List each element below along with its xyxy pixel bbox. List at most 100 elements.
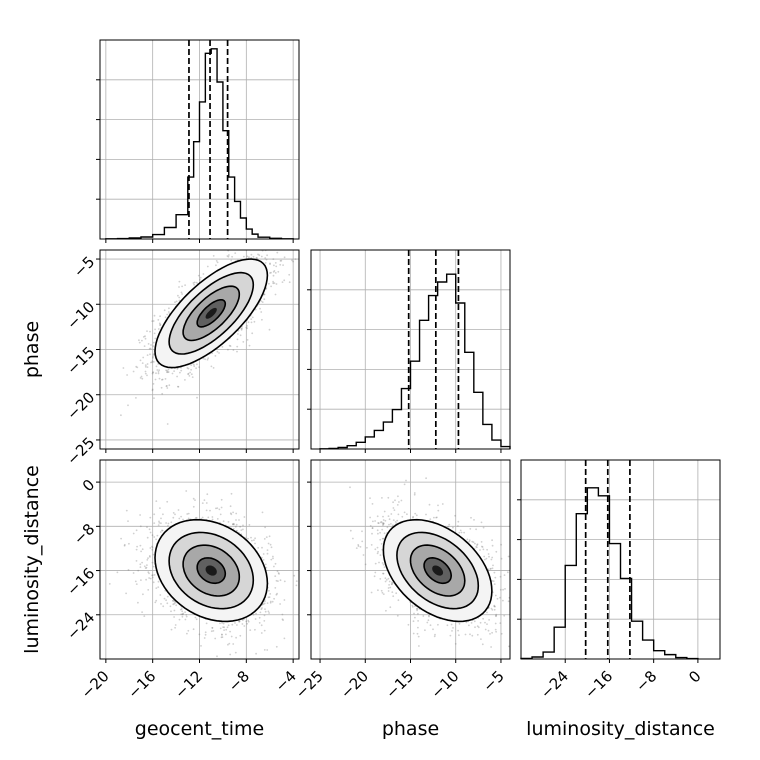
sample-point xyxy=(266,649,269,651)
sample-point xyxy=(155,587,158,589)
sample-point xyxy=(201,502,204,504)
sample-point xyxy=(272,274,275,277)
sample-point xyxy=(211,516,214,518)
sample-point xyxy=(146,363,149,365)
sample-point xyxy=(254,245,256,247)
sample-point xyxy=(255,257,258,259)
sample-point xyxy=(221,346,224,348)
sample-point xyxy=(202,357,205,360)
sample-point xyxy=(149,556,151,558)
sample-point xyxy=(275,645,278,648)
sample-point xyxy=(223,626,226,629)
sample-point xyxy=(252,255,255,258)
sample-point xyxy=(232,523,234,526)
sample-point xyxy=(170,610,172,613)
sample-point xyxy=(123,543,126,546)
sample-point xyxy=(173,602,176,605)
sample-point xyxy=(135,583,138,585)
sample-point xyxy=(250,253,253,256)
sample-point xyxy=(132,572,135,574)
sample-point xyxy=(276,251,279,254)
sample-point xyxy=(234,525,237,528)
sample-point xyxy=(483,555,486,558)
sample-point xyxy=(275,283,278,285)
sample-point xyxy=(242,528,244,531)
sample-point xyxy=(357,545,360,547)
sample-point xyxy=(127,569,130,571)
sample-point xyxy=(141,339,143,342)
sample-point xyxy=(174,626,177,629)
sample-point xyxy=(161,378,164,381)
y-tick-label: −10 xyxy=(63,298,98,333)
sample-point xyxy=(291,259,293,262)
sample-point xyxy=(142,336,145,338)
scatter-panel-geocent_time-phase: −25−20−15−10−5 xyxy=(63,243,302,469)
sample-point xyxy=(149,516,152,519)
sample-point xyxy=(214,355,217,357)
sample-point xyxy=(222,520,225,523)
sample-point xyxy=(238,620,241,623)
sample-point xyxy=(178,280,181,283)
sample-point xyxy=(173,370,176,372)
contour-line xyxy=(196,299,227,328)
sample-point xyxy=(182,612,185,615)
sample-point xyxy=(148,572,150,575)
sample-point xyxy=(134,580,137,583)
sample-point xyxy=(145,566,148,569)
sample-point xyxy=(233,523,235,526)
sample-point xyxy=(281,618,284,621)
sample-point xyxy=(266,602,269,604)
sample-point xyxy=(165,522,168,524)
sample-point xyxy=(122,367,125,369)
sample-point xyxy=(141,377,144,380)
sample-point xyxy=(266,549,269,551)
sample-point xyxy=(275,579,278,582)
sample-point xyxy=(202,273,205,275)
sample-point xyxy=(458,531,461,534)
sample-point xyxy=(158,369,161,372)
sample-point xyxy=(153,574,156,576)
sample-point xyxy=(238,621,241,623)
sample-point xyxy=(274,262,277,264)
sample-point xyxy=(385,579,388,581)
sample-point xyxy=(173,600,176,603)
sample-point xyxy=(139,514,142,516)
sample-point xyxy=(177,294,179,297)
sample-point xyxy=(155,500,158,502)
sample-point xyxy=(158,522,161,524)
sample-point xyxy=(246,255,249,258)
sample-point xyxy=(149,547,152,549)
contour-line xyxy=(182,285,241,342)
sample-point xyxy=(434,633,436,636)
sample-point xyxy=(192,628,195,631)
sample-point xyxy=(250,536,252,539)
sample-point xyxy=(222,622,225,625)
sample-point xyxy=(203,637,206,639)
sample-point xyxy=(393,509,396,511)
sample-point xyxy=(225,628,228,631)
y-tick-label: −16 xyxy=(63,564,98,599)
sample-point xyxy=(192,505,195,508)
sample-point xyxy=(262,553,265,555)
sample-point xyxy=(250,247,252,249)
sample-point xyxy=(153,536,156,538)
sample-point xyxy=(243,255,245,258)
sample-point xyxy=(300,243,302,245)
sample-point xyxy=(239,525,242,528)
sample-point xyxy=(143,615,146,617)
sample-point xyxy=(149,531,152,534)
sample-point xyxy=(264,257,267,259)
sample-point xyxy=(212,367,215,369)
sample-point xyxy=(246,325,249,327)
sample-point xyxy=(267,610,270,613)
sample-point xyxy=(125,509,128,512)
density-layer xyxy=(108,490,298,658)
sample-point xyxy=(190,368,193,371)
sample-point xyxy=(178,517,181,520)
sample-point xyxy=(154,601,157,604)
sample-point xyxy=(262,603,265,606)
sample-point xyxy=(160,603,162,605)
sample-point xyxy=(159,324,162,327)
sample-point xyxy=(135,560,138,562)
sample-point xyxy=(269,600,272,603)
